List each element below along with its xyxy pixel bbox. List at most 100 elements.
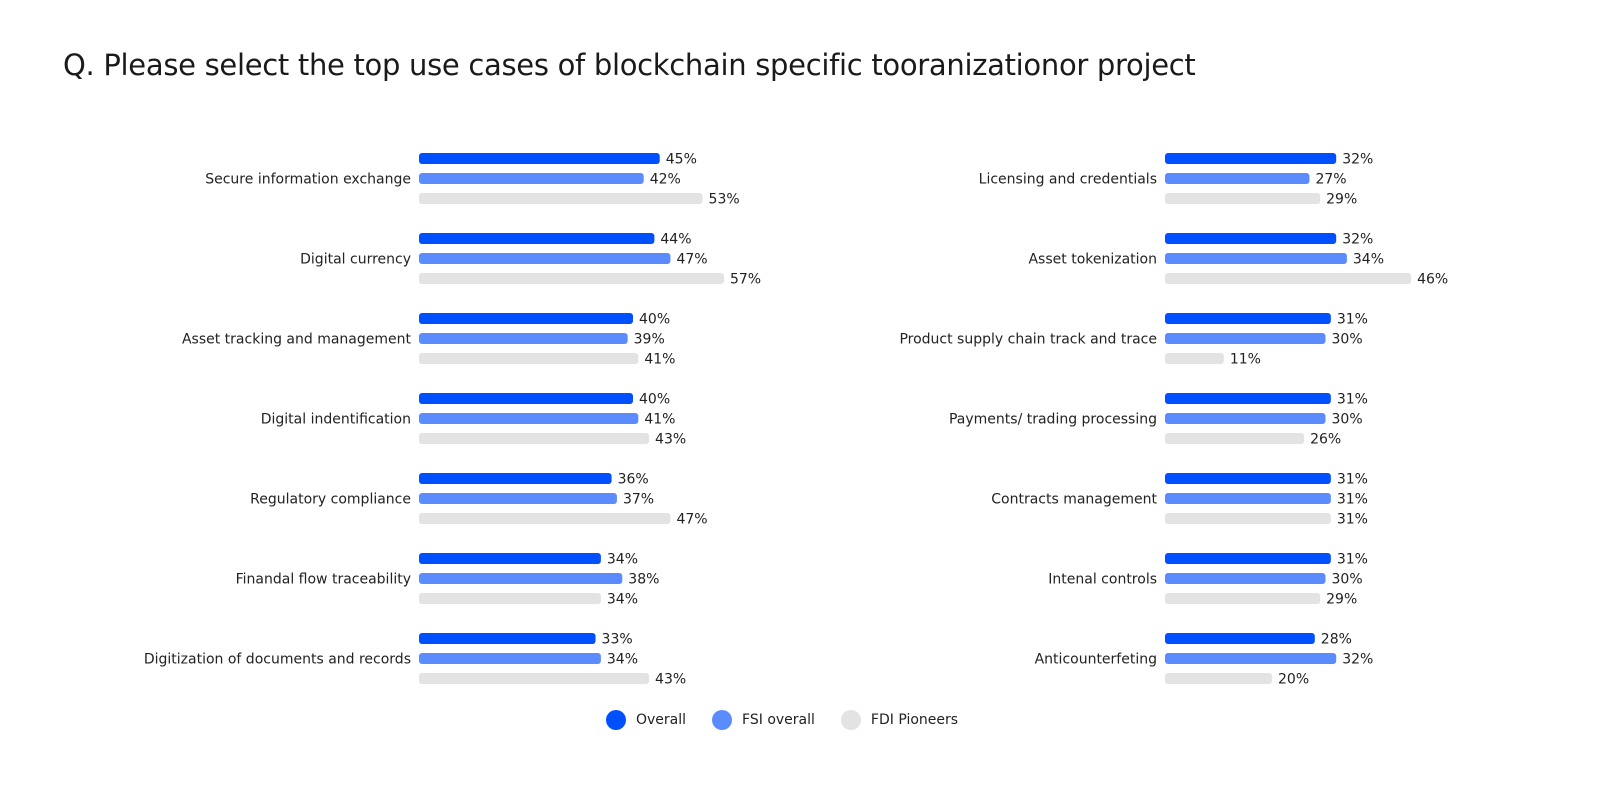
data-label: 36% bbox=[618, 472, 649, 488]
category-label: Digital indentification bbox=[261, 412, 411, 428]
bar-fdi-pioneers bbox=[419, 353, 639, 364]
data-label: 30% bbox=[1332, 332, 1363, 348]
data-label: 32% bbox=[1342, 232, 1373, 248]
bar-fsi-overall bbox=[419, 493, 617, 504]
category-label: Contracts management bbox=[991, 492, 1157, 508]
bar-fdi-pioneers bbox=[1165, 353, 1224, 364]
data-label: 43% bbox=[655, 432, 686, 448]
bar-fsi-overall bbox=[419, 173, 644, 184]
data-label: 31% bbox=[1337, 552, 1368, 568]
data-label: 34% bbox=[1353, 252, 1384, 268]
legend-item-fsi-overall[interactable]: FSI overall bbox=[712, 710, 815, 730]
bar-fdi-pioneers bbox=[1165, 673, 1272, 684]
bar-overall bbox=[419, 553, 601, 564]
data-label: 29% bbox=[1326, 192, 1357, 208]
data-label: 32% bbox=[1342, 152, 1373, 168]
bar-fdi-pioneers bbox=[419, 593, 601, 604]
data-label: 30% bbox=[1332, 572, 1363, 588]
bar-fsi-overall bbox=[419, 653, 601, 664]
data-label: 41% bbox=[644, 412, 675, 428]
bar-fdi-pioneers bbox=[1165, 513, 1331, 524]
data-label: 34% bbox=[607, 592, 638, 608]
bar-fsi-overall bbox=[1165, 573, 1326, 584]
bar-fdi-pioneers bbox=[1165, 593, 1321, 604]
bar-overall bbox=[419, 233, 655, 244]
bar-fsi-overall bbox=[1165, 493, 1331, 504]
data-label: 40% bbox=[639, 392, 670, 408]
data-label: 20% bbox=[1278, 672, 1309, 688]
category-label: Payments/ trading processing bbox=[949, 412, 1157, 428]
legend-label: FDI Pioneers bbox=[870, 712, 959, 728]
data-label: 31% bbox=[1337, 512, 1368, 528]
data-label: 39% bbox=[634, 332, 665, 348]
bar-overall bbox=[419, 633, 596, 644]
bar-fsi-overall bbox=[419, 333, 628, 344]
bar-fsi-overall bbox=[1165, 413, 1326, 424]
category-label: Digitization of documents and records bbox=[144, 652, 411, 668]
category-label: Product supply chain track and trace bbox=[899, 332, 1157, 348]
bar-overall bbox=[1165, 473, 1331, 484]
bar-fsi-overall bbox=[1165, 333, 1326, 344]
data-label: 38% bbox=[628, 572, 659, 588]
legend-item-fdi-pioneers[interactable]: FDI Pioneers bbox=[840, 710, 959, 730]
data-label: 33% bbox=[602, 632, 633, 648]
category-label: Regulatory compliance bbox=[250, 492, 411, 508]
bar-fdi-pioneers bbox=[419, 513, 671, 524]
bar-overall bbox=[419, 473, 612, 484]
legend-swatch-overall bbox=[606, 710, 626, 730]
bar-fsi-overall bbox=[419, 253, 671, 264]
category-label: Asset tokenization bbox=[1028, 252, 1157, 268]
data-label: 42% bbox=[650, 172, 681, 188]
bar-fsi-overall bbox=[419, 413, 639, 424]
data-label: 53% bbox=[709, 192, 740, 208]
chart-title: Q. Please select the top use cases of bl… bbox=[63, 48, 1196, 82]
bar-fsi-overall bbox=[1165, 653, 1337, 664]
data-label: 34% bbox=[607, 652, 638, 668]
category-label: Digital currency bbox=[300, 252, 411, 268]
legend: Overall FSI overall FDI Pioneers bbox=[606, 710, 958, 730]
data-label: 30% bbox=[1332, 412, 1363, 428]
data-label: 31% bbox=[1337, 392, 1368, 408]
data-label: 27% bbox=[1315, 172, 1346, 188]
data-label: 37% bbox=[623, 492, 654, 508]
bar-overall bbox=[1165, 553, 1331, 564]
legend-swatch-fsi-overall bbox=[712, 710, 733, 730]
bar-overall bbox=[419, 393, 633, 404]
data-label: 34% bbox=[607, 552, 638, 568]
bar-fdi-pioneers bbox=[419, 273, 724, 284]
category-label: Finandal flow traceability bbox=[236, 572, 411, 588]
bar-fdi-pioneers bbox=[1165, 273, 1412, 284]
category-label: Licensing and credentials bbox=[979, 172, 1157, 188]
bar-overall bbox=[1165, 313, 1331, 324]
data-label: 32% bbox=[1342, 652, 1373, 668]
data-label: 44% bbox=[660, 232, 691, 248]
category-label: Intenal controls bbox=[1048, 572, 1157, 588]
data-label: 57% bbox=[730, 272, 761, 288]
data-label: 29% bbox=[1326, 592, 1357, 608]
legend-label: Overall bbox=[636, 712, 687, 728]
data-label: 31% bbox=[1337, 492, 1368, 508]
data-label: 41% bbox=[644, 352, 675, 368]
legend-swatch-fdi-pioneers bbox=[840, 710, 861, 730]
data-label: 28% bbox=[1321, 632, 1352, 648]
bar-overall bbox=[1165, 233, 1337, 244]
bar-overall bbox=[1165, 393, 1331, 404]
legend-label: FSI overall bbox=[742, 712, 815, 728]
legend-item-overall[interactable]: Overall bbox=[606, 710, 686, 730]
bar-overall bbox=[419, 153, 660, 164]
data-label: 26% bbox=[1310, 432, 1341, 448]
data-label: 47% bbox=[676, 252, 707, 268]
data-label: 43% bbox=[655, 672, 686, 688]
bar-overall bbox=[1165, 633, 1315, 644]
bar-fdi-pioneers bbox=[419, 193, 703, 204]
bar-fdi-pioneers bbox=[1165, 193, 1321, 204]
data-label: 31% bbox=[1337, 472, 1368, 488]
data-label: 31% bbox=[1337, 312, 1368, 328]
category-label: Anticounterfeting bbox=[1035, 652, 1157, 668]
bar-fdi-pioneers bbox=[1165, 433, 1305, 444]
category-label: Secure information exchange bbox=[205, 172, 411, 188]
bar-fdi-pioneers bbox=[419, 673, 650, 684]
bar-fdi-pioneers bbox=[419, 433, 650, 444]
